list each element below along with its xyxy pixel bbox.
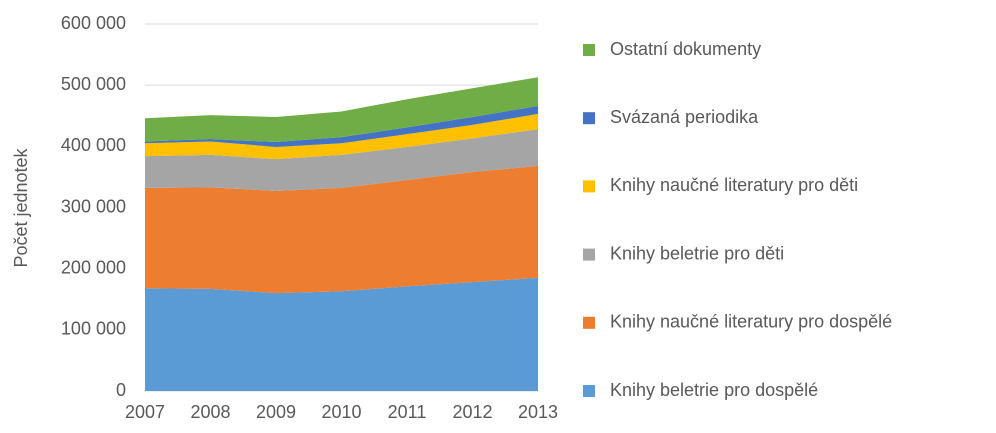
area — [145, 113, 538, 160]
x-tick-label: 2011 — [388, 402, 427, 422]
x-tick-label: 2012 — [452, 402, 492, 422]
legend-swatch — [583, 44, 595, 56]
legend-swatch — [583, 248, 595, 261]
x-tick-label: 2009 — [256, 402, 296, 422]
x-tick-label: 2007 — [125, 402, 165, 422]
legend-label: Knihy beletrie pro dospělé — [610, 380, 818, 400]
legend-label: Knihy beletrie pro děti — [610, 243, 784, 263]
y-tick-label: 300 000 — [61, 196, 126, 216]
legend-label: Svázaná periodika — [610, 107, 759, 127]
y-tick-label: 200 000 — [61, 257, 126, 277]
y-axis-label: Počet jednotek — [11, 147, 31, 267]
area — [145, 105, 538, 147]
area — [145, 277, 538, 391]
y-tick-label: 600 000 — [61, 13, 126, 33]
x-tick-label: 2010 — [321, 402, 361, 422]
legend-label: Knihy naučné literatury pro dospělé — [610, 312, 892, 332]
y-tick-label: 400 000 — [61, 135, 126, 155]
y-tick-label: 500 000 — [61, 74, 126, 94]
legend-label: Ostatní dokumenty — [610, 39, 761, 59]
area — [145, 77, 538, 143]
legend-label: Knihy naučné literatury pro děti — [610, 175, 858, 195]
x-tick-label: 2008 — [190, 402, 230, 422]
x-tick-label: 2013 — [518, 402, 558, 422]
y-tick-label: 0 — [116, 380, 126, 400]
legend-swatch — [583, 112, 595, 125]
legend-swatch — [583, 180, 595, 193]
area — [145, 165, 538, 294]
legend-swatch — [583, 316, 595, 329]
legend-swatch — [583, 385, 595, 397]
y-tick-label: 100 000 — [61, 319, 126, 339]
area — [145, 129, 538, 191]
